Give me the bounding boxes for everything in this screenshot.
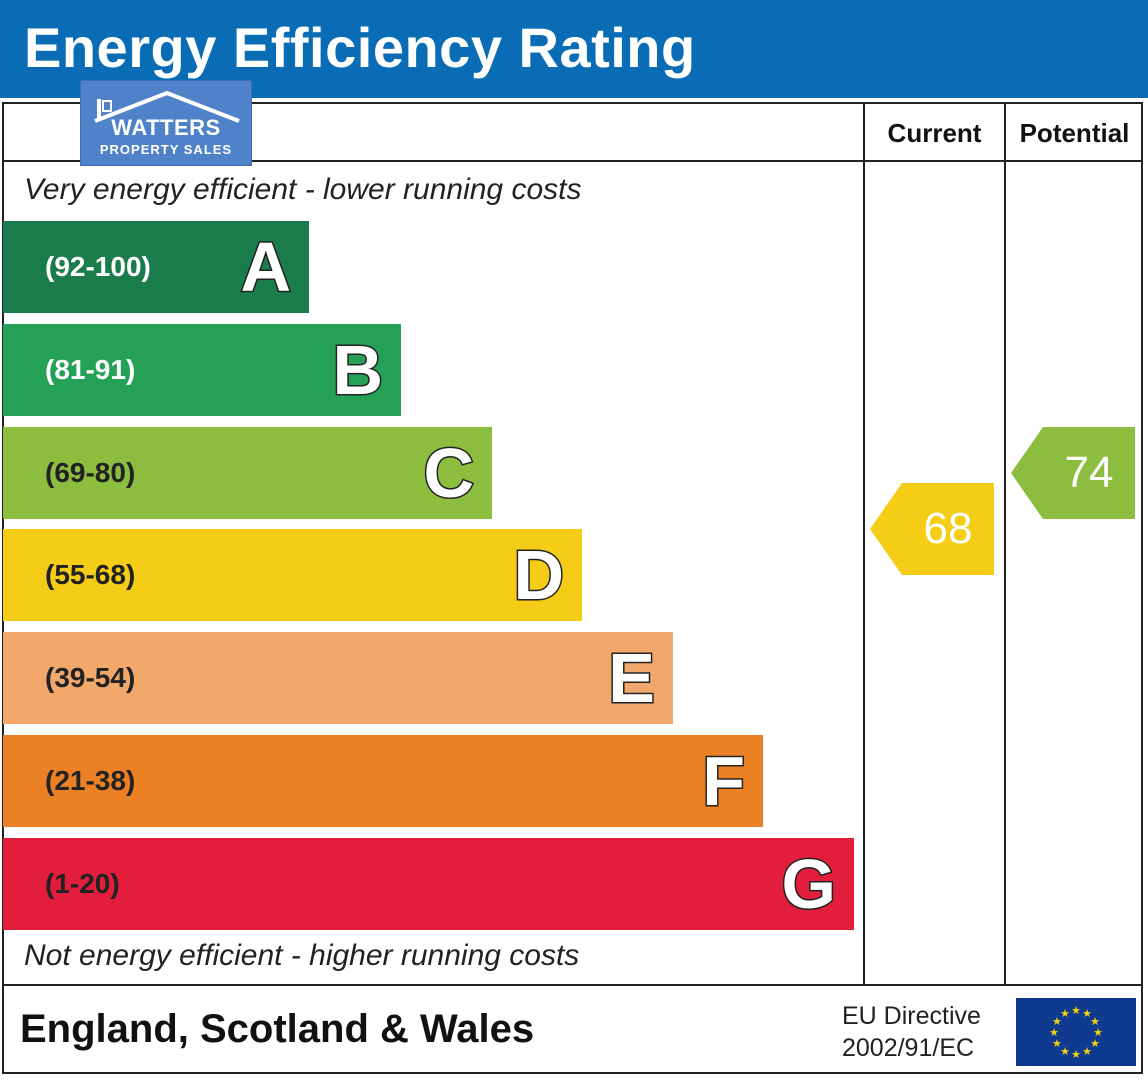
- eu-star: ★: [1071, 1048, 1081, 1061]
- logo-name: WATTERS: [111, 115, 221, 140]
- watters-logo: WATTERS PROPERTY SALES: [80, 80, 252, 166]
- eu-star: ★: [1052, 1015, 1062, 1028]
- eu-star: ★: [1093, 1026, 1103, 1039]
- footer-region: England, Scotland & Wales: [20, 1007, 535, 1051]
- band-range-label: (39-54): [45, 662, 136, 694]
- band-range-label: (55-68): [45, 559, 136, 591]
- eu-star: ★: [1049, 1026, 1059, 1039]
- note-top: Very energy efficient - lower running co…: [24, 173, 582, 206]
- eu-flag-icon: ★ ★ ★ ★ ★ ★ ★ ★ ★ ★ ★ ★: [1016, 998, 1136, 1066]
- eu-directive-text: EU Directive 2002/91/EC: [842, 1000, 981, 1064]
- header-row-divider: [2, 160, 1143, 162]
- eu-directive-line1: EU Directive: [842, 1002, 981, 1030]
- band-letter: C: [422, 432, 476, 513]
- band-letter: F: [701, 741, 747, 822]
- current-rating-value: 68: [923, 504, 973, 554]
- footer-divider: [2, 984, 1143, 986]
- eu-star: ★: [1052, 1037, 1062, 1050]
- band-letter: A: [239, 227, 293, 308]
- band-a: (92-100) A: [3, 221, 309, 313]
- band-g: (1-20) G: [3, 837, 854, 930]
- eu-star: ★: [1090, 1015, 1100, 1028]
- divider-potential: [1004, 104, 1006, 986]
- column-current-header: Current: [887, 118, 982, 148]
- potential-arrow-shape: [1011, 426, 1135, 519]
- current-arrow-shape: [870, 483, 994, 576]
- band-c: (69-80) C: [3, 426, 492, 519]
- band-letter: B: [331, 329, 385, 410]
- band-d: (55-68) D: [3, 529, 582, 622]
- eu-directive-line2: 2002/91/EC: [842, 1034, 975, 1062]
- band-letter: G: [780, 843, 837, 924]
- eu-star: ★: [1071, 1004, 1081, 1017]
- column-potential-header: Potential: [1019, 118, 1130, 148]
- eu-star: ★: [1090, 1037, 1100, 1050]
- eu-stars-icon: ★★★★★★★★★ ★ ★★: [1049, 1004, 1103, 1061]
- eu-star: ★: [1060, 1045, 1070, 1058]
- potential-rating-arrow: 74: [1011, 426, 1135, 519]
- page-title: Energy Efficiency Rating: [24, 16, 696, 79]
- band-range-label: (1-20): [45, 867, 120, 899]
- current-rating-arrow: 68: [870, 483, 994, 576]
- band-b: (81-91) B: [3, 323, 401, 416]
- potential-rating-value: 74: [1064, 447, 1114, 497]
- band-letter: D: [512, 535, 566, 616]
- band-letter: E: [607, 638, 657, 719]
- logo-subtitle: PROPERTY SALES: [99, 142, 233, 157]
- band-range-label: (21-38): [45, 765, 136, 796]
- divider-current: [863, 104, 865, 986]
- band-range-label: (92-100): [45, 251, 151, 282]
- eu-star: ★: [1082, 1007, 1092, 1020]
- band-f: (21-38) F: [3, 735, 763, 827]
- band-range-label: (81-91): [45, 353, 136, 385]
- house-roof-icon: [94, 90, 240, 123]
- band-range-label: (69-80): [45, 456, 136, 488]
- band-e: (39-54) E: [3, 632, 673, 725]
- note-bottom: Not energy efficient - higher running co…: [24, 939, 580, 972]
- eu-star: ★: [1082, 1045, 1092, 1058]
- eu-star: ★: [1060, 1007, 1070, 1020]
